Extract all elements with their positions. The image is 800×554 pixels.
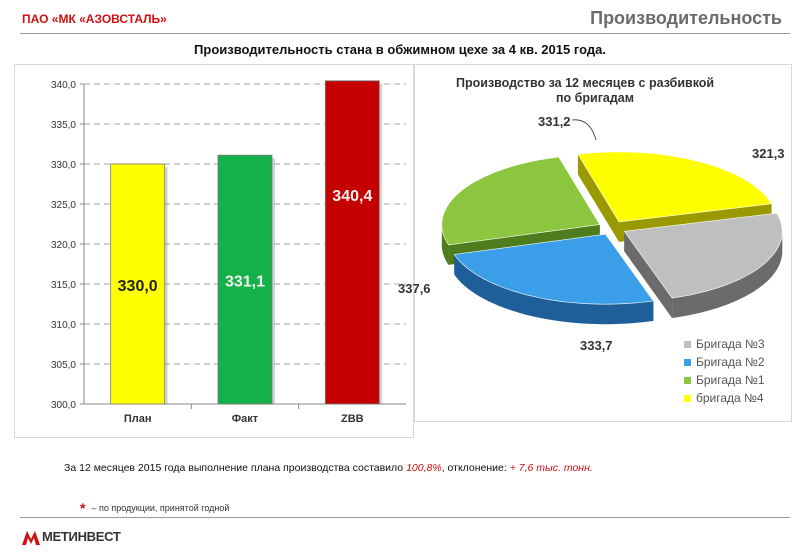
footnote-star: * — [80, 500, 86, 516]
legend-label: Бригада №3 — [696, 337, 765, 351]
pie-slice-бригада №4 — [577, 151, 773, 223]
summary-deviation: + 7,6 тыс. тонн. — [509, 462, 593, 474]
bar-data-label: 331,1 — [225, 274, 265, 291]
y-tick-label: 340,0 — [51, 80, 76, 91]
pie-rim — [454, 254, 654, 325]
y-tick-label: 300,0 — [51, 400, 76, 411]
summary-middle: , отклонение: — [441, 462, 510, 474]
bar-Факт — [217, 154, 273, 405]
footnote-text: – по продукции, принятой годной — [91, 503, 230, 513]
pie-title-line-2: по бригадам — [556, 91, 634, 105]
bar-План — [110, 163, 166, 405]
legend-swatch — [684, 341, 691, 348]
x-tick-label: План — [124, 413, 152, 425]
page-title: Производительность — [590, 8, 782, 28]
legend-label: Бригада №1 — [696, 373, 765, 387]
pie-slice-Бригада №3 — [623, 212, 783, 299]
y-tick-label: 305,0 — [51, 360, 76, 371]
x-tick-label: Факт — [232, 413, 259, 425]
pie-slice-Бригада №2 — [453, 233, 654, 305]
pie-leader-line — [571, 119, 597, 141]
pie-data-label: 337,6 — [398, 281, 431, 296]
pie-data-label: 333,7 — [580, 338, 613, 353]
company-name: ПАО «МК «АЗОВСТАЛЬ» — [22, 12, 167, 26]
pie-side-wall — [577, 154, 619, 242]
summary-text: За 12 месяцев 2015 года выполнение плана… — [64, 462, 593, 474]
bar-data-label: 330,0 — [118, 278, 158, 295]
y-tick-label: 315,0 — [51, 280, 76, 291]
legend-swatch — [684, 359, 691, 366]
y-tick-label: 320,0 — [51, 240, 76, 251]
pie-slice-Бригада №1 — [441, 156, 601, 246]
pie-data-label: 321,3 — [752, 146, 785, 161]
summary-prefix: За 12 месяцев 2015 года выполнение плана… — [64, 462, 407, 474]
pie-rim — [672, 231, 783, 319]
y-tick-label: 310,0 — [51, 320, 76, 331]
legend-label: бригада №4 — [696, 391, 764, 405]
y-tick-label: 330,0 — [51, 160, 76, 171]
header-divider — [20, 33, 790, 34]
footnote: * – по продукции, принятой годной — [80, 500, 229, 516]
y-tick-label: 325,0 — [51, 200, 76, 211]
bar-data-label: 340,4 — [332, 188, 372, 205]
metinvest-logo-icon — [22, 531, 40, 545]
pie-side-wall — [624, 231, 673, 319]
legend-swatch — [684, 395, 691, 402]
pie-rim — [441, 224, 449, 265]
chart-title: Производительность стана в обжимном цехе… — [194, 42, 606, 57]
pie-title-line-1: Производство за 12 месяцев с разбивкой — [456, 76, 715, 90]
legend-swatch — [684, 377, 691, 384]
pie-data-label: 331,2 — [538, 114, 571, 129]
footer-divider — [20, 517, 790, 518]
pie-chart-title: Производство за 12 месяцев с разбивкой п… — [456, 76, 776, 106]
logo-text: МЕТИНВЕСТ — [42, 529, 121, 544]
legend-label: Бригада №2 — [696, 355, 765, 369]
bar-ZBB — [324, 80, 380, 405]
x-tick-label: ZBB — [341, 413, 364, 425]
y-tick-label: 335,0 — [51, 120, 76, 131]
summary-percent: 100,8% — [406, 462, 442, 474]
